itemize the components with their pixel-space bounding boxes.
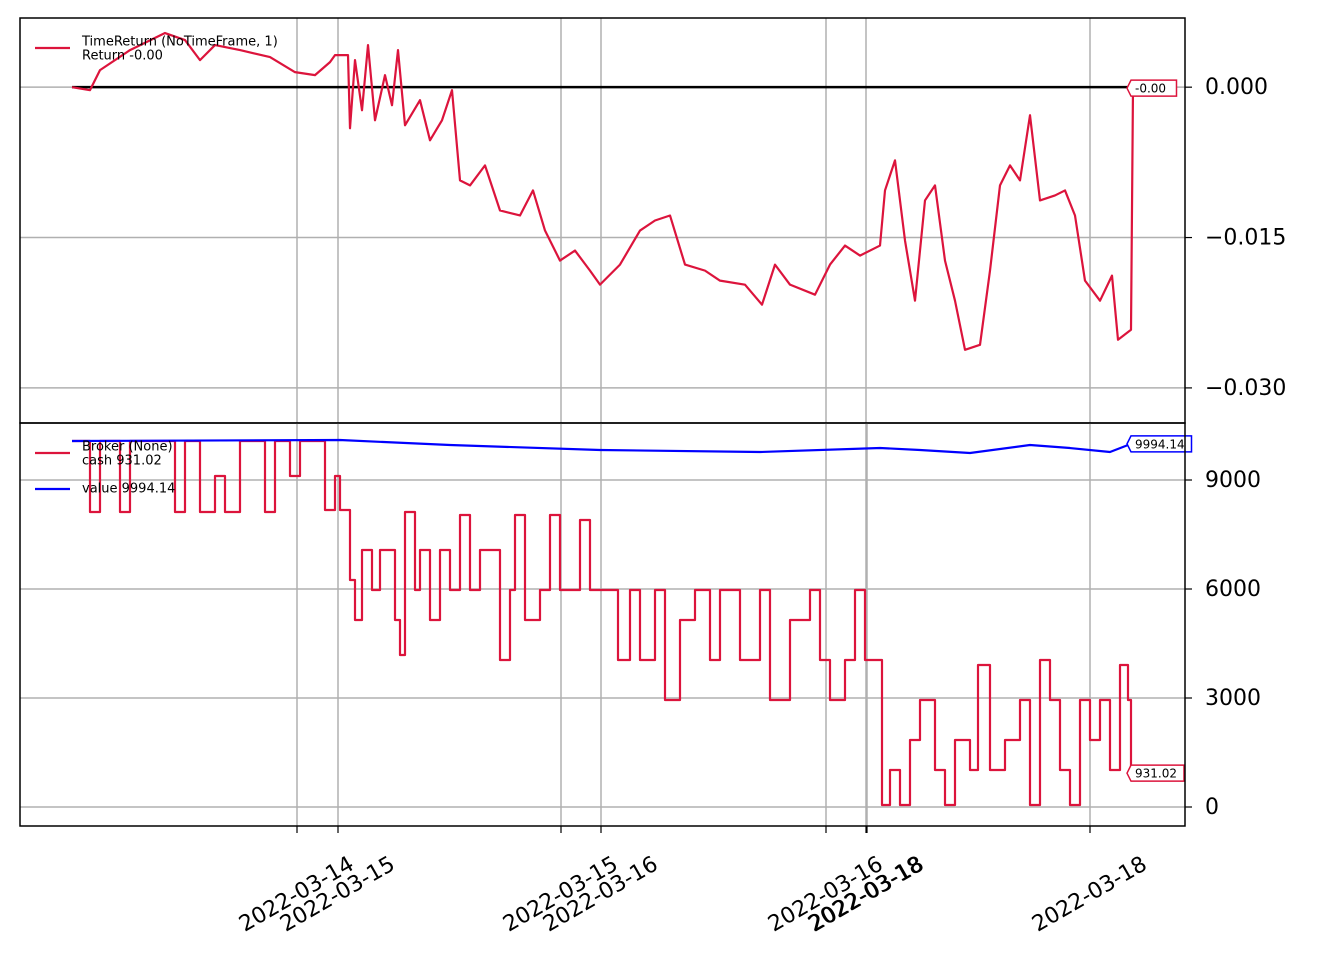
series-line	[71, 31, 1135, 351]
legend-title: Broker (None)	[82, 440, 173, 455]
y-tick-label: 3000	[1205, 686, 1261, 711]
end-tag	[1126, 79, 1178, 97]
legend-title: TimeReturn (NoTimeFrame, 1)	[81, 35, 278, 50]
x-tick-label: 2022-03-18	[1028, 852, 1151, 938]
y-tick-label: 6000	[1205, 577, 1261, 602]
y-tick-label: 0	[1205, 795, 1219, 820]
end-label: 931.02	[1135, 767, 1177, 781]
y-tick-label: −0.015	[1205, 226, 1286, 251]
end-label: -0.00	[1135, 82, 1166, 96]
end-tag	[1126, 764, 1185, 782]
y-tick-label: −0.030	[1205, 376, 1286, 401]
end-tag	[1126, 435, 1193, 453]
legend-label: Return -0.00	[82, 49, 163, 64]
legend-label: value 9994.14	[82, 482, 175, 497]
end-label: 9994.14	[1135, 437, 1185, 451]
series-line	[71, 438, 1132, 455]
y-tick-label: 9000	[1205, 468, 1261, 493]
plot-frame	[19, 422, 1186, 827]
legend-label: cash 931.02	[82, 454, 162, 469]
plot-frame	[19, 17, 1186, 424]
y-tick-label: 0.000	[1205, 75, 1268, 100]
